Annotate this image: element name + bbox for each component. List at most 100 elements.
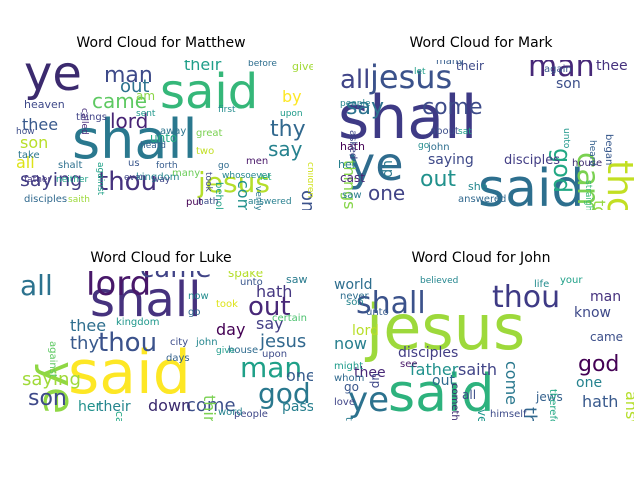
- word-go: go: [344, 380, 359, 394]
- word-saith: saith: [68, 195, 90, 205]
- word-disciples: disciples: [398, 345, 458, 361]
- word-took: took: [590, 200, 609, 210]
- word-himself: himself: [490, 409, 527, 420]
- word-their: their: [456, 60, 484, 73]
- word-came: came: [140, 271, 212, 284]
- word-hath: hath: [582, 392, 618, 411]
- word-say: say: [346, 95, 384, 120]
- word-john: john: [427, 142, 450, 153]
- word-lord: lord: [352, 323, 379, 339]
- word-ye: ye: [348, 137, 404, 191]
- word-whom: whom: [334, 373, 364, 384]
- word-god: god: [258, 377, 311, 410]
- word-am: am: [136, 89, 155, 103]
- word-hath: hath: [340, 140, 365, 153]
- word-saying: saying: [22, 369, 81, 390]
- panel-title: Word Cloud for John: [411, 250, 551, 266]
- word-kingdom: kingdom: [116, 317, 159, 328]
- word-son: son: [28, 386, 67, 411]
- word-upon: upon: [280, 109, 303, 119]
- word-give: give: [292, 60, 313, 73]
- word-ye: ye: [33, 361, 84, 414]
- word-saying: saying: [20, 169, 82, 191]
- word-even: even: [124, 173, 146, 183]
- word-out: out: [420, 167, 456, 192]
- word-john: john: [195, 337, 218, 348]
- word-lord: lord: [86, 271, 151, 304]
- word-again: again: [544, 64, 572, 75]
- word-how: how: [16, 127, 35, 137]
- word-all: all: [340, 65, 370, 95]
- word-ye: ye: [348, 380, 389, 420]
- word-jesus: jesus: [364, 291, 525, 364]
- word-her: her: [338, 158, 357, 171]
- word-came: came: [92, 89, 147, 113]
- word-many: many: [172, 168, 200, 179]
- panel-title: Word Cloud for Luke: [90, 250, 232, 266]
- panel-title: Word Cloud for Matthew: [76, 35, 246, 51]
- word-one: one: [368, 181, 405, 205]
- word-say: say: [256, 314, 284, 333]
- wordcloud-panel-matthew: Word Cloud for Matthew ye said shall thou je…: [8, 32, 314, 212]
- word-son: son: [20, 133, 48, 152]
- word-their: their: [98, 399, 131, 415]
- word-took: took: [203, 172, 213, 193]
- word-your: your: [560, 275, 583, 286]
- wordcloud-panel-mark: Word Cloud for Mark shall said ye jesus man t…: [328, 32, 634, 212]
- word-began: began: [603, 134, 614, 165]
- word-father: father: [24, 175, 51, 185]
- word-shall: shall: [72, 108, 197, 171]
- word-she: she: [468, 180, 488, 193]
- word-jews: jews: [535, 390, 563, 404]
- word-see: see: [400, 359, 418, 370]
- word-now: now: [188, 291, 209, 302]
- word-things: things: [76, 112, 107, 123]
- word-came: came: [570, 152, 605, 210]
- word-come: come: [502, 361, 521, 405]
- word-all: all: [20, 271, 53, 302]
- word-disciples: disciples: [504, 153, 560, 168]
- word-city: city: [170, 337, 188, 348]
- word-house: house: [228, 345, 258, 356]
- word-forth: forth: [156, 161, 178, 171]
- word-unto: unto: [561, 128, 571, 149]
- word-jesus: jesus: [197, 166, 270, 199]
- word-thee: thee: [596, 60, 628, 74]
- word-man: man: [590, 289, 621, 305]
- word-let: let: [414, 67, 426, 77]
- word-man: man: [240, 351, 302, 384]
- word-thee: thee: [70, 316, 106, 335]
- word-thy: thy: [70, 333, 99, 354]
- word-shall: shall: [338, 83, 477, 153]
- word-one: one: [286, 366, 313, 385]
- word-shall: shall: [90, 272, 202, 328]
- word-down: down: [148, 396, 191, 415]
- word-one: one: [576, 375, 602, 391]
- word-said: said: [160, 64, 258, 120]
- word-world: world: [334, 277, 373, 293]
- word-out: out: [248, 292, 291, 322]
- word-men: men: [246, 156, 268, 167]
- word-certain: certain: [272, 313, 307, 324]
- word-love: love: [334, 397, 355, 408]
- word-now: now: [334, 334, 367, 353]
- word-kingdom: kingdom: [136, 172, 179, 183]
- word-say: say: [268, 137, 303, 161]
- word-by: by: [282, 87, 302, 106]
- word-pass: pass: [282, 399, 313, 415]
- word-up: up: [380, 160, 396, 178]
- word-unto: unto: [150, 131, 177, 145]
- word-things: things: [519, 407, 540, 421]
- word-heaven: heaven: [24, 98, 65, 111]
- word-hath: hath: [198, 197, 218, 207]
- word-come: come: [234, 180, 253, 210]
- word-thou: thou: [599, 160, 634, 210]
- word-lord: lord: [110, 109, 148, 133]
- word-know: know: [574, 305, 611, 321]
- word-word: word: [218, 407, 243, 418]
- word-thou: thou: [98, 328, 157, 358]
- word-asked: asked: [347, 130, 358, 159]
- word-give: give: [216, 346, 236, 356]
- word-spake: spake: [228, 271, 263, 280]
